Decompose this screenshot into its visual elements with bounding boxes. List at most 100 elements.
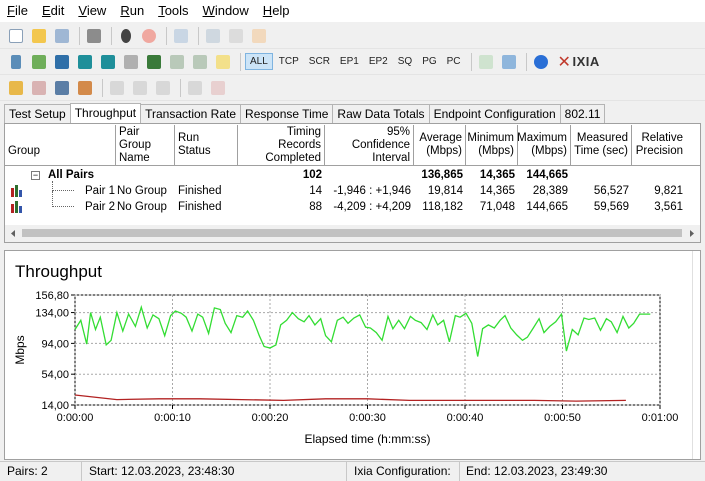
toolbar-separator: [198, 26, 199, 45]
save-icon[interactable]: [52, 26, 72, 46]
paste-icon[interactable]: [249, 26, 269, 46]
header-run-status[interactable]: Run Status: [175, 125, 238, 165]
open-folder-icon[interactable]: [29, 26, 49, 46]
copy-icon[interactable]: [226, 26, 246, 46]
y-tick-label: 134,00: [35, 308, 69, 320]
header-relative-precision[interactable]: Relative Precision: [635, 132, 683, 157]
delete-pair-icon[interactable]: [167, 52, 187, 72]
run-icon[interactable]: [116, 26, 136, 46]
layout-icon[interactable]: [208, 78, 228, 98]
header-measured-time[interactable]: Measured Time (sec): [571, 125, 632, 165]
refresh-icon[interactable]: [171, 26, 191, 46]
pair-precision: 9,821: [654, 185, 683, 197]
header-maximum[interactable]: Maximum (Mbps): [517, 125, 571, 165]
pair-status: Finished: [178, 185, 222, 197]
tab-raw-data-totals[interactable]: Raw Data Totals: [332, 104, 430, 123]
menu-item-label: elp: [272, 3, 290, 18]
edit-pair-icon[interactable]: [121, 52, 141, 72]
x-tick-label: 0:00:30: [349, 412, 386, 424]
tool-icon[interactable]: [29, 78, 49, 98]
layout-icon[interactable]: [153, 78, 173, 98]
summary-row[interactable]: − All Pairs 102 136,865 14,365 144,665: [5, 167, 700, 183]
tab-test-setup[interactable]: Test Setup: [4, 104, 71, 123]
status-ixia-config: Ixia Configuration:: [350, 462, 460, 481]
menu-item-label: iew: [86, 3, 107, 18]
tab-endpoint-configuration[interactable]: Endpoint Configuration: [428, 104, 561, 123]
network-icon[interactable]: [52, 52, 72, 72]
summary-average: 136,865: [421, 169, 463, 181]
multicast-pair-icon[interactable]: [98, 52, 118, 72]
menu-item[interactable]: Help: [256, 0, 297, 22]
pair-row[interactable]: Pair 2 No Group Finished 88 -4,209 : +4,209 1…: [5, 191, 700, 215]
export-icon[interactable]: [476, 52, 496, 72]
scrollbar-thumb[interactable]: [22, 229, 682, 237]
menu-item-mnemonic: W: [202, 3, 215, 18]
info-icon[interactable]: [531, 52, 551, 72]
filter-button-all[interactable]: ALL: [245, 53, 273, 70]
tab-throughput[interactable]: Throughput: [69, 103, 142, 124]
pair-chart-icon: [11, 185, 22, 197]
header-pair-group-name[interactable]: Pair Group Name: [116, 125, 175, 165]
x-tick-label: 0:00:50: [544, 412, 581, 424]
y-tick-label: 156,80: [35, 290, 69, 302]
menu-item[interactable]: Edit: [35, 0, 71, 22]
cut-icon[interactable]: [203, 26, 223, 46]
menu-item-mnemonic: F: [7, 3, 15, 18]
menu-item-label: ools: [164, 3, 189, 18]
tab-transaction-rate[interactable]: Transaction Rate: [140, 104, 242, 123]
filter-button-pg[interactable]: PG: [422, 56, 437, 67]
header-group[interactable]: Group: [5, 125, 116, 165]
menu-item[interactable]: Window: [196, 0, 256, 22]
filter-button-pc[interactable]: PC: [446, 56, 461, 67]
save-results-icon[interactable]: [499, 52, 519, 72]
new-file-icon[interactable]: [6, 26, 26, 46]
header-timing-records[interactable]: Timing Records Completed: [238, 125, 325, 165]
stop-icon[interactable]: [139, 26, 159, 46]
header-average[interactable]: Average (Mbps): [414, 125, 466, 165]
tab-802-11[interactable]: 802.11: [559, 104, 606, 123]
filter-button-scr[interactable]: SCR: [308, 56, 330, 67]
pair-row[interactable]: Pair 1 No Group Finished 14 -1,946 : +1,946 1…: [5, 181, 700, 199]
add-multicast-icon[interactable]: [29, 52, 49, 72]
menu-item[interactable]: Run: [113, 0, 151, 22]
menu-item[interactable]: Tools: [151, 0, 195, 22]
pair-measured-time: 56,527: [593, 185, 629, 197]
horizontal-scrollbar[interactable]: [5, 225, 700, 242]
number-icon[interactable]: [213, 52, 233, 72]
status-bar: Pairs: 2 Start: 12.03.2023, 23:48:30 Ixi…: [0, 461, 705, 481]
status-start-time: Start: 12.03.2023, 23:48:30: [85, 462, 347, 481]
x-axis-label: Elapsed time (h:mm:ss): [304, 432, 430, 446]
pair-status: Finished: [178, 201, 222, 213]
print-icon[interactable]: [84, 26, 104, 46]
filter-button-tcp[interactable]: TCP: [278, 56, 299, 67]
pair-maximum: 28,389: [532, 185, 568, 197]
layout-icon[interactable]: [185, 78, 205, 98]
tree-connector: [52, 191, 74, 207]
edit-group-icon[interactable]: [144, 52, 164, 72]
x-tick-label: 0:01:00: [642, 412, 679, 424]
pair-confidence: -1,946 : +1,946: [333, 185, 411, 197]
filter-button-ep1[interactable]: EP1: [339, 56, 359, 67]
chart-vertical-scrollbar[interactable]: [692, 251, 700, 459]
layout-icon[interactable]: [130, 78, 150, 98]
summary-label: All Pairs: [48, 169, 95, 181]
swap-icon[interactable]: [190, 52, 210, 72]
layout-icon[interactable]: [107, 78, 127, 98]
pair-precision: 3,561: [654, 201, 683, 213]
x-tick-label: 0:00:00: [57, 412, 94, 424]
header-confidence-interval[interactable]: 95% Confidence Interval: [325, 125, 414, 165]
tab-response-time[interactable]: Response Time: [240, 104, 334, 123]
network-tool-icon[interactable]: [52, 78, 72, 98]
menu-item[interactable]: View: [71, 0, 113, 22]
pair-icon[interactable]: [75, 52, 95, 72]
menu-item[interactable]: File: [0, 0, 35, 22]
collapse-toggle-icon[interactable]: −: [31, 170, 40, 180]
menu-item-label: ile: [14, 3, 28, 18]
wizard-icon[interactable]: [6, 78, 26, 98]
filter-button-sq[interactable]: SQ: [397, 56, 413, 67]
header-minimum[interactable]: Minimum (Mbps): [466, 125, 518, 165]
palette-icon[interactable]: [75, 78, 95, 98]
add-pair-icon[interactable]: [6, 52, 26, 72]
filter-button-ep2[interactable]: EP2: [368, 56, 388, 67]
y-tick-label: 14,00: [41, 400, 69, 412]
